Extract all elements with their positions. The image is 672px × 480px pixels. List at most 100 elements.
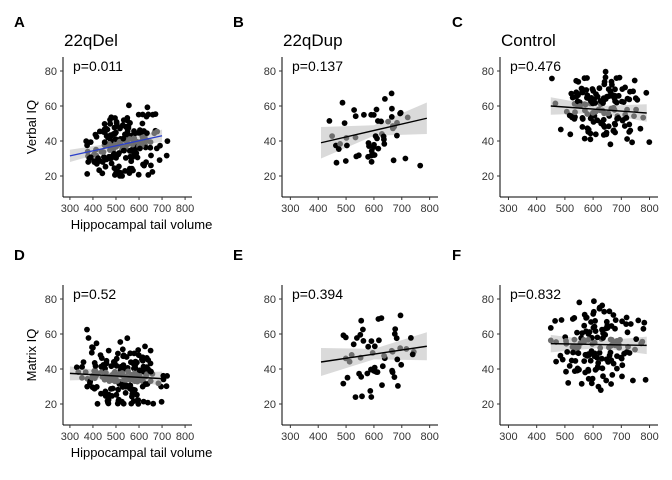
- data-point: [119, 370, 126, 376]
- data-point: [119, 346, 126, 353]
- data-point: [352, 134, 359, 141]
- data-point: [354, 335, 360, 341]
- x-axis-title: Hippocampal tail volume: [71, 445, 213, 460]
- x-tick-label: 300: [61, 203, 79, 215]
- p-value-annotation: p=0.476: [510, 58, 561, 74]
- data-point: [105, 134, 111, 141]
- data-point: [108, 160, 115, 167]
- p-value-annotation: p=0.137: [292, 58, 343, 74]
- data-point: [125, 102, 132, 109]
- data-point: [353, 153, 360, 160]
- data-point: [590, 308, 597, 315]
- data-point: [344, 374, 351, 381]
- x-tick-label: 400: [309, 431, 327, 443]
- data-point: [381, 352, 387, 359]
- data-point: [117, 339, 124, 345]
- data-point: [393, 335, 400, 342]
- data-point: [617, 336, 623, 343]
- data-point: [359, 393, 365, 400]
- data-point: [388, 90, 395, 97]
- data-point: [337, 141, 343, 147]
- panel-letter: C: [452, 14, 463, 31]
- data-point: [382, 96, 388, 102]
- y-tick-label: 20: [482, 171, 494, 183]
- data-point: [126, 136, 133, 142]
- data-point: [594, 334, 601, 341]
- p-value-annotation: p=0.394: [292, 286, 343, 302]
- y-tick-label: 80: [264, 294, 276, 306]
- data-point: [370, 112, 377, 118]
- data-point: [107, 120, 114, 127]
- data-point: [631, 113, 637, 119]
- data-point: [124, 117, 131, 124]
- data-point: [574, 98, 581, 105]
- panel-letter: E: [233, 247, 243, 264]
- data-point: [589, 86, 596, 92]
- data-point: [394, 132, 400, 139]
- data-point: [119, 173, 125, 179]
- y-tick-label: 80: [45, 294, 57, 306]
- panel-letter: F: [452, 247, 461, 264]
- data-point: [390, 157, 397, 164]
- data-point: [586, 352, 592, 358]
- y-tick-label: 80: [482, 294, 494, 306]
- data-points: [549, 68, 653, 148]
- data-point: [603, 377, 610, 384]
- regression-line: [320, 345, 427, 363]
- data-point: [103, 369, 109, 376]
- data-point: [126, 148, 133, 154]
- data-point: [371, 343, 378, 350]
- data-point: [101, 139, 108, 146]
- data-point: [402, 155, 409, 162]
- data-point: [73, 364, 80, 371]
- panel-letter: D: [14, 247, 25, 264]
- data-point: [149, 169, 156, 175]
- data-point: [116, 150, 122, 156]
- data-point: [96, 167, 103, 174]
- data-point: [105, 399, 111, 406]
- data-point: [581, 322, 588, 329]
- panel-e: E 20 40 60 80 300 400 500 600 700 800 p=0.394: [233, 247, 439, 443]
- data-point: [155, 380, 162, 387]
- data-point: [364, 370, 371, 377]
- data-point: [572, 109, 578, 116]
- data-point: [559, 356, 566, 363]
- data-point: [596, 349, 603, 356]
- data-point: [144, 130, 150, 137]
- x-tick-label: 500: [337, 203, 355, 215]
- data-points: [547, 298, 649, 393]
- data-point: [142, 381, 149, 388]
- data-point: [575, 350, 582, 357]
- data-point: [380, 133, 387, 140]
- data-point: [149, 111, 156, 118]
- data-point: [588, 98, 594, 104]
- data-point: [326, 118, 333, 124]
- data-point: [84, 142, 90, 149]
- data-point: [583, 315, 589, 321]
- x-tick-label: 500: [556, 431, 574, 443]
- data-point: [642, 376, 649, 383]
- data-point: [379, 363, 386, 370]
- data-point: [585, 368, 592, 374]
- data-point: [395, 383, 401, 389]
- data-point: [613, 99, 620, 106]
- data-point: [609, 81, 615, 88]
- data-point: [143, 355, 150, 361]
- data-point: [385, 118, 391, 125]
- data-point: [589, 375, 596, 382]
- data-point: [610, 360, 617, 367]
- y-tick-label: 60: [45, 101, 57, 113]
- data-point: [112, 172, 118, 178]
- data-point: [553, 358, 559, 365]
- data-point: [563, 368, 569, 375]
- data-point: [606, 344, 612, 351]
- data-point: [101, 121, 108, 127]
- x-tick-label: 400: [527, 203, 545, 215]
- data-point: [557, 126, 564, 133]
- y-tick-label: 60: [264, 329, 276, 341]
- data-point: [120, 135, 127, 142]
- data-point: [120, 400, 127, 407]
- data-point: [646, 139, 653, 146]
- data-point: [119, 384, 126, 390]
- data-point: [579, 124, 586, 130]
